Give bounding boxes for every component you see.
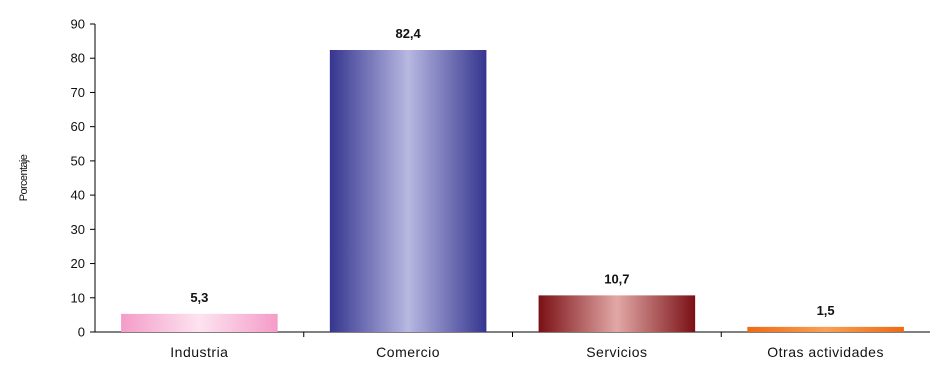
y-tick-label: 20 (71, 256, 85, 271)
data-label: 1,5 (817, 303, 835, 318)
y-tick-label: 0 (78, 325, 85, 340)
x-category-label: Servicios (586, 344, 647, 360)
y-axis-label: Porcentaje (18, 154, 30, 201)
y-tick-label: 10 (71, 290, 85, 305)
x-category-label: Otras actividades (767, 344, 884, 360)
bar-otras-actividades (747, 326, 904, 332)
x-category-label: Comercio (376, 344, 440, 360)
bar-industria (121, 313, 278, 332)
bars (121, 50, 904, 333)
y-tick-label: 30 (71, 222, 85, 237)
data-label: 82,4 (395, 26, 421, 41)
data-label: 5,3 (190, 290, 208, 305)
y-tick-label: 50 (71, 153, 85, 168)
data-label: 10,7 (604, 271, 629, 286)
y-tick-label: 40 (71, 188, 85, 203)
y-tick-label: 70 (71, 85, 85, 100)
bar-servicios (538, 295, 696, 332)
bar-comercio (329, 50, 487, 333)
y-tick-label: 60 (71, 119, 85, 134)
y-tick-label: 80 (71, 51, 85, 66)
labels: 5,3 Industria 82,4 Comercio 10,7 Servicios 1,5… (170, 26, 884, 360)
x-category-label: Industria (170, 344, 228, 360)
y-tick-label: 90 (71, 17, 85, 32)
